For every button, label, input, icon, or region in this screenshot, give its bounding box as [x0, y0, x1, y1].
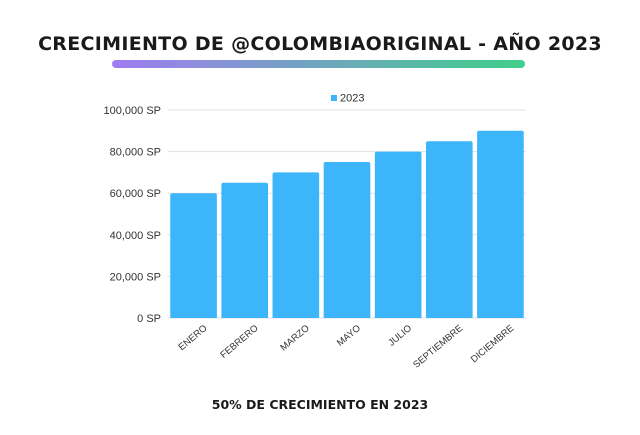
bars: [170, 130, 524, 318]
x-tick-label: SEPTIEMBRE: [411, 323, 465, 371]
y-tick-label: 60,000 SP: [110, 188, 161, 200]
x-tick-label: MAYO: [335, 323, 363, 349]
chart-title: CRECIMIENTO DE @COLOMBIAORIGINAL - AÑO 2…: [38, 33, 602, 55]
bar-febrero: [221, 182, 269, 318]
y-tick-label: 20,000 SP: [110, 271, 161, 283]
x-tick-label: FEBRERO: [218, 323, 260, 361]
y-tick-label: 80,000 SP: [110, 147, 161, 159]
footer-caption: 50% DE CRECIMIENTO EN 2023: [211, 397, 429, 412]
bar-mayo: [323, 162, 371, 318]
legend-label: 2023: [340, 93, 364, 105]
title-gradient-bar: [112, 60, 525, 68]
y-tick-label: 100,000 SP: [104, 105, 162, 117]
y-tick-label: 0 SP: [137, 313, 161, 325]
bar-diciembre: [477, 130, 524, 318]
x-tick-label: MARZO: [278, 323, 311, 353]
x-tick-label: ENERO: [177, 323, 210, 353]
y-axis: 0 SP 20,000 SP 40,000 SP 60,000 SP 80,000 SP…: [104, 105, 162, 325]
x-tick-label: DICIEMBRE: [469, 323, 517, 365]
legend: 2023: [331, 93, 364, 105]
bar-septiembre: [425, 141, 473, 318]
legend-swatch: [331, 95, 337, 101]
y-tick-label: 40,000 SP: [110, 230, 161, 242]
bar-julio: [374, 151, 422, 318]
x-tick-label: JULIO: [386, 323, 414, 349]
bar-enero: [170, 193, 217, 318]
bar-marzo: [272, 172, 320, 318]
